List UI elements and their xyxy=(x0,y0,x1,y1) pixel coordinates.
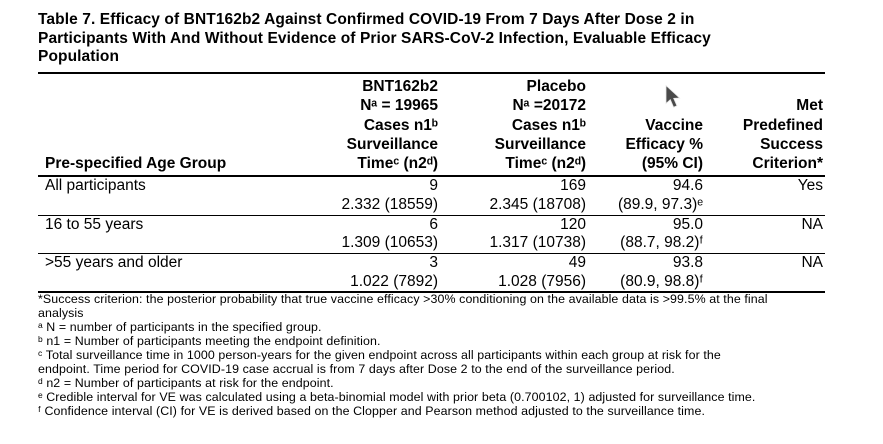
age-group-cell: 16 to 55 years xyxy=(45,215,144,233)
met-criterion-cell: Yes xyxy=(797,177,823,195)
cases-value: 169 xyxy=(560,177,586,195)
met-criterion-cell: NA xyxy=(801,254,823,272)
table-row: >55 years and older 3 1.022 (7892) 49 1.… xyxy=(38,254,825,293)
column-header-vaccine-efficacy: Vaccine Efficacy % (95% CI) xyxy=(588,73,705,176)
vaccine-efficacy-cell: 95.0 (88.7, 98.2)ᶠ xyxy=(588,215,705,253)
footnote: ᵇ n1 = Number of participants meeting th… xyxy=(38,334,381,348)
header-line: Criterion* xyxy=(752,155,823,173)
header-line: Timeᶜ (n2ᵈ) xyxy=(505,155,586,173)
table-footnotes: *Success criterion: the posterior probab… xyxy=(38,292,873,418)
cases-value: 6 xyxy=(429,215,438,233)
placebo-cell: 49 1.028 (7956) xyxy=(440,254,588,293)
placebo-cell: 120 1.317 (10738) xyxy=(440,215,588,253)
header-line: Nᵃ =20172 xyxy=(512,97,586,115)
header-line: Met xyxy=(796,97,823,115)
surveillance-time-value: 1.309 (10653) xyxy=(341,234,438,252)
header-line: Placebo xyxy=(526,78,586,95)
ve-value: 93.8 xyxy=(672,254,703,272)
cases-value: 9 xyxy=(429,177,438,195)
surveillance-time-value: 1.028 (7956) xyxy=(498,272,586,290)
header-row: Pre-specified Age Group BNT162b2 Nᵃ = 19… xyxy=(38,73,825,177)
footnote: analysis xyxy=(38,306,84,320)
age-group-cell: >55 years and older xyxy=(45,254,183,272)
vaccine-efficacy-cell: 94.6 (89.9, 97.3)ᵉ xyxy=(588,176,705,215)
table-title-line: Participants With And Without Evidence o… xyxy=(38,29,711,47)
table-row: All participants 9 2.332 (18559) 169 2.3… xyxy=(38,176,825,216)
ve-value: 95.0 xyxy=(672,215,703,233)
bnt-cell: 3 1.022 (7892) xyxy=(290,254,440,293)
header-line: Surveillance xyxy=(494,135,586,153)
table-title-line: Population xyxy=(38,48,120,65)
cases-value: 49 xyxy=(568,254,586,272)
header-line: Surveillance xyxy=(346,135,438,153)
bnt-cell: 9 2.332 (18559) xyxy=(290,176,440,215)
header-line: BNT162b2 xyxy=(362,78,438,95)
surveillance-time-value: 2.332 (18559) xyxy=(341,195,438,213)
footnote: ᶜ Total surveillance time in 1000 person… xyxy=(38,348,721,362)
ci-value: (80.9, 98.8)ᶠ xyxy=(620,272,703,290)
cases-value: 120 xyxy=(560,215,586,233)
column-header-success-criterion: Met Predefined Success Criterion* xyxy=(705,73,825,176)
surveillance-time-value: 1.022 (7892) xyxy=(350,272,438,290)
ci-value: (89.9, 97.3)ᵉ xyxy=(617,195,703,213)
table-row: 16 to 55 years 6 1.309 (10653) 120 1.317… xyxy=(38,215,825,254)
footnote: ᵈ n2 = Number of participants at risk fo… xyxy=(38,376,334,390)
column-header-bnt162b2: BNT162b2 Nᵃ = 19965 Cases n1ᵇ Surveillan… xyxy=(290,73,440,176)
header-line: Predefined xyxy=(742,116,823,134)
footnote: endpoint. Time period for COVID-19 case … xyxy=(38,362,675,376)
header-line: Efficacy % xyxy=(625,135,703,153)
header-line: Vaccine xyxy=(645,116,703,134)
age-group-cell: All participants xyxy=(45,177,146,195)
met-criterion-cell: NA xyxy=(801,215,823,233)
placebo-cell: 169 2.345 (18708) xyxy=(440,176,588,215)
vaccine-efficacy-cell: 93.8 (80.9, 98.8)ᶠ xyxy=(588,254,705,293)
footnote: ᶠ Confidence interval (CI) for VE is der… xyxy=(38,404,705,418)
mouse-cursor-icon xyxy=(665,85,681,108)
header-line: Cases n1ᵇ xyxy=(511,116,586,134)
header-line: Timeᶜ (n2ᵈ) xyxy=(357,155,438,173)
cases-value: 3 xyxy=(429,254,438,272)
footnote: *Success criterion: the posterior probab… xyxy=(38,292,768,306)
column-header-age-group: Pre-specified Age Group xyxy=(45,155,227,173)
bnt-cell: 6 1.309 (10653) xyxy=(290,215,440,253)
header-line: Nᵃ = 19965 xyxy=(360,97,438,115)
table-title-line: Table 7. Efficacy of BNT162b2 Against Co… xyxy=(38,11,695,28)
efficacy-table: Pre-specified Age Group BNT162b2 Nᵃ = 19… xyxy=(38,72,825,293)
footnote: ᵉ Credible interval for VE was calculate… xyxy=(38,390,756,404)
header-line: Success xyxy=(760,135,823,153)
ve-value: 94.6 xyxy=(672,177,703,195)
column-header-placebo: Placebo Nᵃ =20172 Cases n1ᵇ Surveillance… xyxy=(440,73,588,176)
surveillance-time-value: 2.345 (18708) xyxy=(489,195,586,213)
header-line: (95% CI) xyxy=(641,155,703,173)
header-line: Cases n1ᵇ xyxy=(363,116,438,134)
surveillance-time-value: 1.317 (10738) xyxy=(489,234,586,252)
footnote: ᵃ N = number of participants in the spec… xyxy=(38,320,322,334)
table-title: Table 7. Efficacy of BNT162b2 Against Co… xyxy=(38,11,838,67)
ci-value: (88.7, 98.2)ᶠ xyxy=(620,234,703,252)
